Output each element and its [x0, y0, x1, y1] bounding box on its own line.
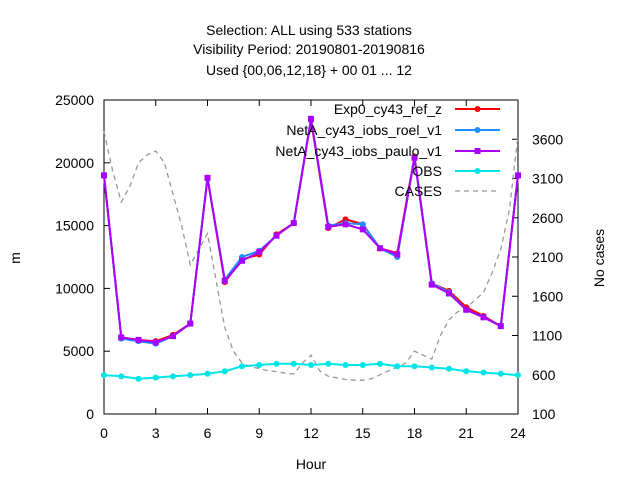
x-tick-label: 21 [458, 425, 474, 441]
data-point [463, 306, 470, 313]
data-point [290, 220, 297, 227]
title-line-3: Used {00,06,12,18} + 00 01 ... 12 [206, 62, 412, 78]
data-point [446, 290, 452, 297]
data-point [394, 251, 401, 258]
legend-swatch-marker [474, 168, 481, 174]
data-point [290, 360, 297, 367]
data-point [204, 174, 211, 181]
data-point [463, 368, 470, 375]
y2-tick-label: 600 [532, 367, 556, 383]
data-point [101, 372, 107, 379]
data-point [394, 363, 401, 370]
y2-axis-label: No cases [591, 229, 607, 287]
chart-title: Selection: ALL using 533 stations Visibi… [193, 22, 425, 78]
data-point [187, 320, 194, 327]
legend-label: OBS [412, 163, 442, 179]
y2-tick-label: 100 [532, 406, 556, 422]
y2-tick-label: 2100 [532, 249, 563, 265]
legend-swatch-marker [474, 127, 481, 133]
y-tick-label: 15000 [55, 218, 94, 234]
data-point [239, 257, 245, 264]
series-obs [101, 360, 521, 382]
y2-tick-label: 1600 [532, 288, 563, 304]
data-point [411, 154, 418, 161]
data-point [497, 323, 504, 330]
data-point [359, 221, 366, 228]
data-point [152, 339, 159, 346]
data-point [342, 221, 349, 228]
y2-tick-label: 1100 [532, 328, 562, 344]
data-point [221, 368, 228, 375]
data-point [204, 370, 211, 377]
x-axis-label: Hour [296, 456, 327, 472]
data-point [239, 363, 245, 370]
data-point [308, 362, 314, 369]
y-tick-label: 0 [86, 406, 94, 422]
data-point [118, 334, 125, 341]
data-point [515, 372, 521, 379]
data-point [187, 372, 194, 379]
data-point [342, 362, 349, 369]
y-tick-label: 10000 [55, 280, 94, 296]
axes: 0 3 6 9 12 15 18 21 24 0 5000 10000 15000 20000 25000 1… [55, 92, 563, 441]
legend-label: Exp0_cy43_ref_z [334, 101, 442, 117]
legend: Exp0_cy43_ref_z NetA_cy43_iobs_roel_v1 Net… [275, 101, 500, 199]
y2-tick-label: 2600 [532, 210, 563, 226]
y-tick-label: 20000 [55, 155, 94, 171]
data-point [118, 373, 125, 380]
data-point [256, 362, 263, 369]
data-point [152, 374, 159, 381]
title-line-2: Visibility Period: 20190801-20190816 [193, 41, 425, 57]
x-tick-label: 3 [152, 425, 160, 441]
data-point [497, 370, 504, 377]
data-point [101, 172, 107, 179]
series-cases [103, 131, 519, 381]
legend-label: NetA_cy43_iobs_roel_v1 [286, 122, 442, 138]
data-point [446, 365, 452, 372]
y-axis-label: m [7, 252, 23, 264]
data-point [273, 232, 280, 239]
data-point [515, 172, 521, 179]
x-tick-label: 18 [407, 425, 423, 441]
data-point [170, 333, 176, 340]
x-tick-label: 24 [510, 425, 526, 441]
x-tick-label: 12 [303, 425, 319, 441]
x-tick-label: 0 [100, 425, 108, 441]
data-point [377, 360, 383, 367]
y-tick-label: 5000 [63, 343, 94, 359]
data-point [359, 226, 366, 233]
data-point [325, 223, 332, 230]
data-point [221, 277, 228, 284]
data-point [273, 360, 280, 367]
series-neta-cy43-iobs-paulo-v1 [101, 115, 521, 346]
legend-swatch-marker [474, 148, 481, 154]
legend-label: NetA_cy43_iobs_paulo_v1 [275, 143, 442, 159]
data-point [359, 362, 366, 369]
data-point [308, 115, 314, 122]
y2-tick-label: 3600 [532, 131, 563, 147]
series-line [103, 131, 519, 381]
data-point [428, 364, 435, 371]
x-tick-label: 6 [204, 425, 212, 441]
title-line-1: Selection: ALL using 533 stations [206, 22, 412, 38]
data-point [170, 373, 176, 380]
y-tick-label: 25000 [55, 92, 94, 108]
y2-tick-label: 3100 [532, 171, 563, 187]
data-point [135, 336, 142, 343]
series-layer [101, 115, 521, 382]
legend-label: CASES [395, 183, 442, 199]
data-point [377, 245, 383, 252]
data-point [135, 375, 142, 382]
x-tick-label: 15 [355, 425, 371, 441]
legend-swatch-marker [474, 106, 481, 112]
data-point [256, 248, 263, 255]
data-point [411, 363, 418, 370]
data-point [480, 314, 487, 321]
data-point [325, 360, 332, 367]
x-tick-label: 9 [255, 425, 263, 441]
data-point [480, 369, 487, 376]
data-point [428, 281, 435, 288]
